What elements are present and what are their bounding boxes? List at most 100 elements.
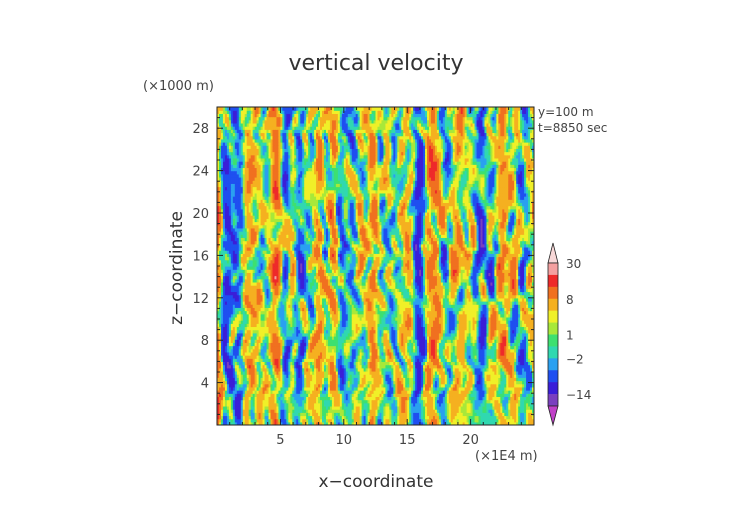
field-cell — [254, 390, 258, 394]
field-cell — [528, 390, 531, 394]
field-cell — [496, 374, 499, 378]
field-cell — [337, 412, 341, 417]
field-cell — [504, 386, 507, 391]
field-cell — [520, 364, 523, 369]
field-cell — [248, 345, 252, 350]
field-cell — [294, 370, 297, 375]
field-cell — [244, 412, 248, 417]
field-cell — [294, 399, 297, 404]
field-cell — [506, 402, 509, 407]
field-cell — [405, 345, 408, 350]
field-cell — [278, 348, 281, 353]
field-cell — [506, 415, 509, 420]
field-cell — [278, 415, 281, 420]
field-cell — [228, 339, 232, 343]
field-cell — [300, 335, 303, 340]
field-cell — [355, 332, 359, 337]
field-cell — [244, 326, 248, 331]
field-cell — [351, 409, 355, 413]
field-cell — [337, 380, 341, 385]
field-cell — [522, 332, 525, 337]
field-cell — [286, 335, 289, 340]
field-cell — [450, 335, 454, 340]
field-cell — [458, 329, 462, 334]
field-cell — [381, 342, 385, 347]
field-cell — [359, 367, 363, 372]
field-cell — [464, 335, 468, 340]
field-cell — [524, 367, 527, 372]
field-cell — [486, 374, 490, 378]
field-cell — [217, 351, 220, 356]
field-cell — [262, 380, 266, 385]
field-cell — [246, 348, 250, 353]
field-cell — [456, 348, 460, 353]
field-cell — [391, 377, 394, 382]
field-cell — [238, 377, 242, 382]
field-cell — [514, 367, 517, 372]
field-cell — [220, 390, 224, 394]
field-cell — [256, 374, 260, 378]
field-cell — [462, 399, 466, 404]
field-cell — [391, 370, 394, 375]
field-cell — [294, 383, 297, 388]
field-cell — [278, 355, 281, 359]
field-cell — [510, 351, 513, 356]
field-cell — [226, 415, 230, 420]
field-cell — [320, 367, 323, 372]
field-cell — [244, 399, 248, 404]
field-cell — [415, 386, 418, 391]
field-cell — [217, 358, 220, 362]
field-cell — [226, 399, 230, 404]
field-cell — [339, 399, 343, 404]
field-cell — [331, 393, 335, 397]
field-cell — [395, 367, 398, 372]
field-cell — [236, 345, 240, 350]
field-cell — [450, 405, 454, 410]
field-cell — [407, 396, 410, 401]
field-cell — [512, 421, 515, 425]
field-cell — [377, 405, 381, 410]
field-cell — [421, 351, 424, 356]
field-cell — [381, 409, 385, 413]
field-cell — [492, 421, 495, 425]
field-cell — [381, 367, 385, 372]
field-cell — [466, 332, 470, 337]
field-cell — [333, 335, 337, 340]
field-cell — [361, 364, 365, 369]
field-cell — [454, 361, 458, 366]
field-cell — [395, 364, 398, 369]
field-cell — [405, 358, 408, 362]
field-cell — [375, 386, 379, 391]
field-cell — [268, 339, 272, 343]
field-cell — [264, 332, 268, 337]
field-cell — [345, 342, 349, 347]
field-cell — [438, 393, 442, 397]
field-cell — [532, 405, 534, 410]
field-cell — [510, 326, 513, 331]
field-cell — [492, 396, 495, 401]
field-cell — [440, 418, 444, 423]
field-cell — [510, 386, 513, 391]
field-cell — [300, 345, 303, 350]
field-cell — [248, 332, 252, 337]
field-cell — [337, 390, 341, 394]
field-cell — [276, 342, 280, 347]
field-cell — [250, 405, 254, 410]
field-cell — [494, 402, 497, 407]
field-cell — [440, 405, 444, 410]
field-cell — [258, 364, 262, 369]
field-cell — [405, 383, 408, 388]
field-cell — [389, 370, 392, 375]
field-cell — [355, 348, 359, 353]
field-cell — [278, 377, 281, 382]
field-cell — [294, 339, 297, 343]
field-cell — [500, 370, 503, 375]
field-cell — [323, 380, 327, 385]
field-cell — [478, 342, 482, 347]
field-cell — [506, 355, 509, 359]
field-cell — [262, 348, 266, 353]
field-cell — [252, 415, 256, 420]
field-cell — [379, 342, 383, 347]
field-cell — [405, 332, 408, 337]
field-cell — [387, 326, 390, 331]
